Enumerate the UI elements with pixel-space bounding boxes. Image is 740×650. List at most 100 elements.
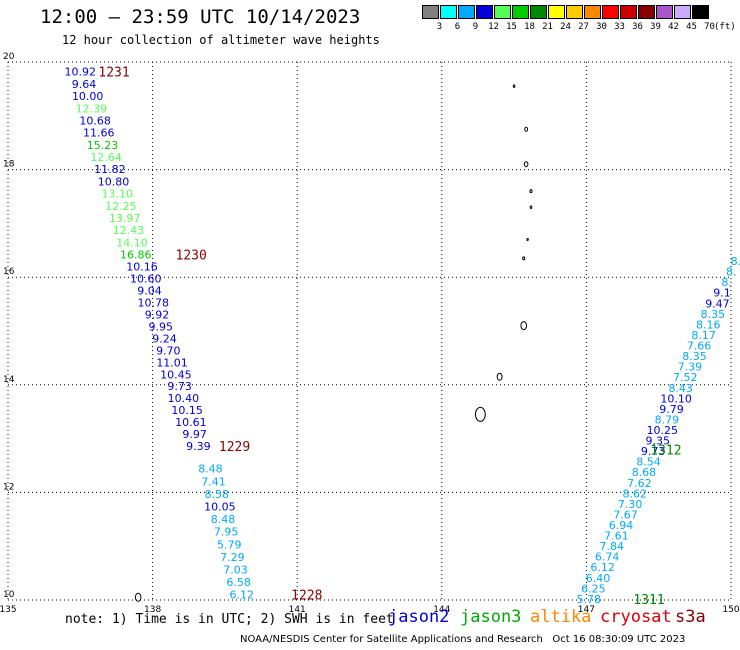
wave-height-value: 5.78 xyxy=(577,593,602,606)
color-scale-legend: (ft) 3 6 9 12 15 18 21 24 27 30 33 36 39 42 45 70 xyxy=(422,5,736,35)
wave-height-value: 7.84 xyxy=(600,540,625,553)
island-outline xyxy=(523,161,529,168)
wave-height-value: 10.45 xyxy=(160,368,192,381)
wave-height-value: 7.30 xyxy=(618,498,643,511)
scale-label: 45 xyxy=(686,22,697,32)
scale-swatch xyxy=(584,5,601,19)
pass-label: 1229 xyxy=(219,440,250,455)
wave-height-value: 9.1 xyxy=(713,287,731,300)
wave-height-value: 9.79 xyxy=(659,403,684,416)
wave-height-value: 10.80 xyxy=(98,175,130,188)
wave-height-value: 10.40 xyxy=(168,392,200,405)
scale-swatch xyxy=(566,5,583,19)
scale-label: 24 xyxy=(560,22,571,32)
scale-label: 6 xyxy=(454,22,461,32)
mission-jason2: jason2 xyxy=(388,607,450,627)
scale-swatch xyxy=(602,5,619,19)
wave-height-value: 8.35 xyxy=(701,308,726,321)
wave-height-value: 12.39 xyxy=(76,102,108,115)
wave-height-value: 10.60 xyxy=(130,272,162,285)
mission-cryosat: cryosat xyxy=(600,607,672,627)
scale-label: 27 xyxy=(578,22,589,32)
wave-height-value: 12.25 xyxy=(105,200,137,213)
wave-height-value: 10.00 xyxy=(72,90,104,103)
wave-height-value: 7.03 xyxy=(223,563,248,576)
footer-credit: NOAA/NESDIS Center for Satellite Applica… xyxy=(240,634,686,645)
scale-label: 18 xyxy=(524,22,535,32)
x-tick-label: 141 xyxy=(289,605,306,615)
scale-label: 3 xyxy=(436,22,443,32)
scale-swatch xyxy=(458,5,475,19)
island-outline xyxy=(134,592,142,602)
island-outline xyxy=(520,321,528,331)
wave-height-value: 11.01 xyxy=(156,356,188,369)
wave-height-value: 8. xyxy=(721,276,732,289)
scale-swatch xyxy=(476,5,493,19)
island-outline xyxy=(474,406,486,422)
wave-height-value: 9.47 xyxy=(705,297,730,310)
wave-height-value: 6.94 xyxy=(609,519,634,532)
wave-height-value: 9.95 xyxy=(149,320,174,333)
wave-height-value: 15.23 xyxy=(87,139,119,152)
scale-swatch xyxy=(620,5,637,19)
wave-height-value: 8. xyxy=(726,266,737,279)
wave-height-value: 12.64 xyxy=(90,151,122,164)
wave-height-value: 7.29 xyxy=(220,551,245,564)
wave-height-value: 7.67 xyxy=(613,508,638,521)
island-outline xyxy=(529,189,533,194)
wave-height-value: 9.35 xyxy=(645,435,670,448)
x-tick-label: 135 xyxy=(0,605,17,615)
wave-height-value: 6.40 xyxy=(586,572,611,585)
wave-height-value: 9.64 xyxy=(72,78,97,91)
wave-height-value: 9.24 xyxy=(152,332,177,345)
island-outline xyxy=(522,256,526,261)
pass-label: 1230 xyxy=(176,249,207,264)
island-outline xyxy=(529,205,533,209)
x-tick-label: 147 xyxy=(578,605,595,615)
x-tick-label: 150 xyxy=(722,605,739,615)
wave-height-value: 9.73 xyxy=(641,445,666,458)
wave-height-value: 7.62 xyxy=(627,477,652,490)
wave-height-value: 8.16 xyxy=(696,318,721,331)
wave-height-value: 7.52 xyxy=(673,371,698,384)
scale-label: 9 xyxy=(472,22,479,32)
map-title: 12:00 – 23:59 UTC 10/14/2023 xyxy=(40,6,361,28)
island-outline xyxy=(496,372,503,381)
wave-height-value: 6.12 xyxy=(230,589,255,602)
legend-note: note: 1) Time is in UTC; 2) SWH is in fe… xyxy=(65,612,394,627)
mission-s3a: s3a xyxy=(675,607,706,627)
scale-label: 39 xyxy=(650,22,661,32)
wave-height-value: 9.04 xyxy=(137,284,162,297)
wave-height-value: 10.16 xyxy=(126,260,158,273)
wave-height-value: 8.54 xyxy=(636,456,661,469)
mission-altika: altika xyxy=(530,607,592,627)
map-subtitle: 12 hour collection of altimeter wave hei… xyxy=(62,33,380,47)
wave-height-value: 9.73 xyxy=(167,380,192,393)
scale-label: 21 xyxy=(542,22,553,32)
wave-height-value: 8.35 xyxy=(682,350,707,363)
wave-height-value: 9.92 xyxy=(145,308,170,321)
wave-height-value: 8.17 xyxy=(691,329,716,342)
wave-height-value: 10.68 xyxy=(79,114,111,127)
wave-height-value: 9.97 xyxy=(182,428,207,441)
x-tick-label: 138 xyxy=(144,605,161,615)
scale-swatch xyxy=(638,5,655,19)
wave-height-value: 16.86 xyxy=(120,249,152,262)
wave-height-value: 7.66 xyxy=(687,340,712,353)
scale-swatch xyxy=(530,5,547,19)
wave-height-value: 6.12 xyxy=(590,561,615,574)
island-outline xyxy=(526,238,529,242)
pass-label: 1231 xyxy=(98,66,129,81)
scale-label: 36 xyxy=(632,22,643,32)
wave-height-value: 8.68 xyxy=(632,466,657,479)
wave-height-value: 10.78 xyxy=(138,296,170,309)
scale-label: 12 xyxy=(488,22,499,32)
wave-height-value: 14.10 xyxy=(116,236,148,249)
scale-swatch xyxy=(548,5,565,19)
wave-height-value: 8.48 xyxy=(211,513,236,526)
wave-height-value: 7.39 xyxy=(678,361,703,374)
wave-height-value: 9.39 xyxy=(186,440,211,453)
scale-swatch xyxy=(512,5,529,19)
scale-label: 15 xyxy=(506,22,517,32)
